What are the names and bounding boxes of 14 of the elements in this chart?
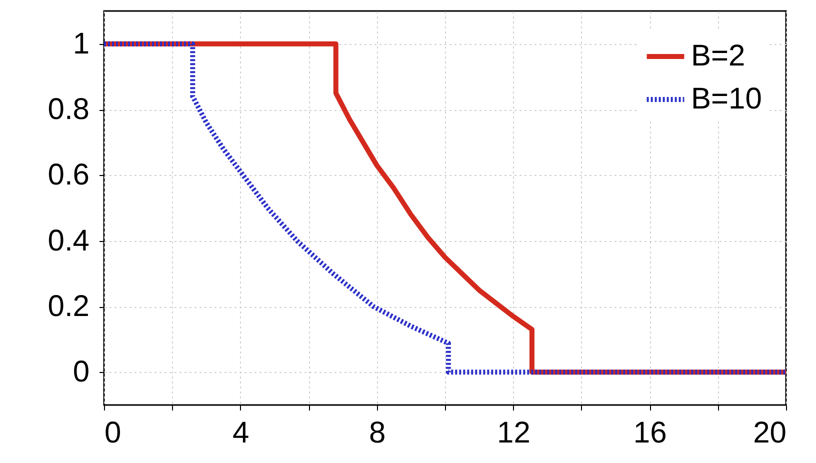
y-tick-label: 1 xyxy=(72,27,90,60)
x-tick-label: 8 xyxy=(368,416,386,450)
legend-label: B=10 xyxy=(691,82,762,116)
legend-label: B=2 xyxy=(691,40,746,72)
y-tick-label: 0.4 xyxy=(48,224,90,258)
x-tick-label: 0 xyxy=(104,416,122,450)
x-tick-label: 12 xyxy=(497,416,530,450)
y-tick-label: 0.8 xyxy=(48,93,90,126)
y-tick-label: 0.6 xyxy=(48,158,90,192)
y-tick-label: 0.2 xyxy=(48,290,90,323)
x-tick-label: 20 xyxy=(753,416,786,450)
y-tick-label: 0 xyxy=(72,356,90,389)
x-tick-label: 16 xyxy=(633,416,667,450)
x-tick-label: 4 xyxy=(232,416,250,450)
